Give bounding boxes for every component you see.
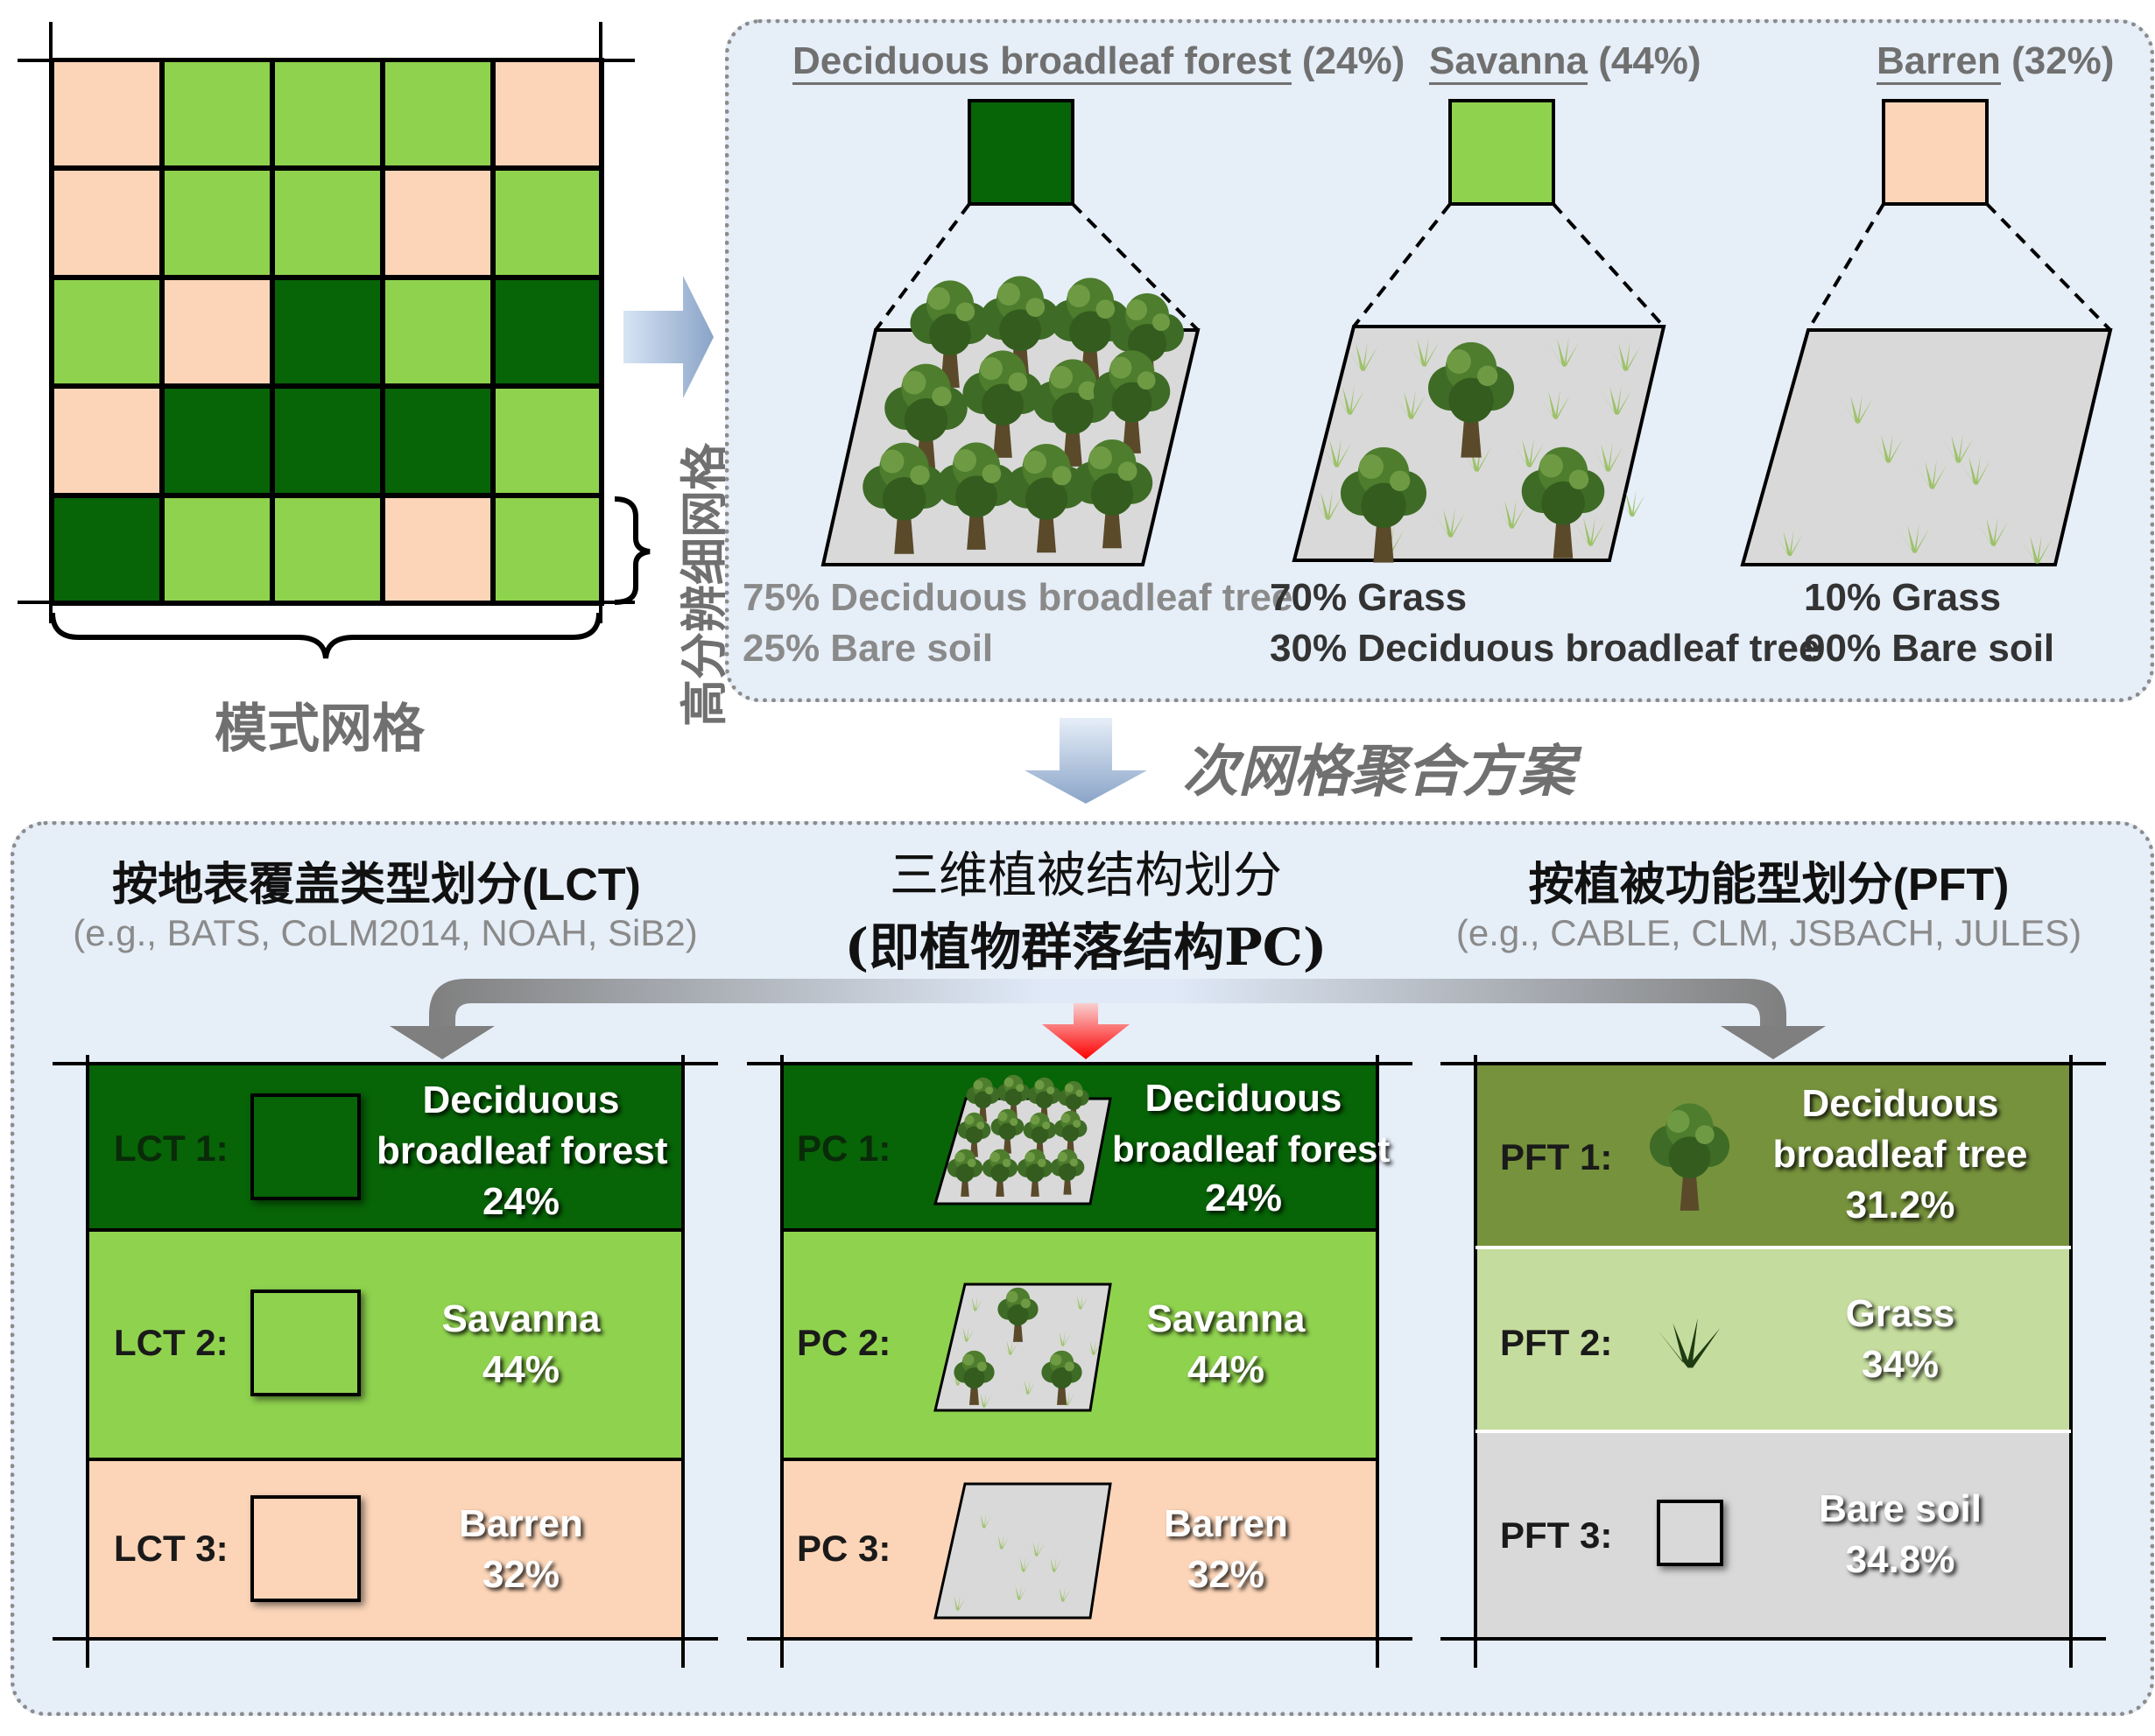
arrow-to-pc	[1042, 1003, 1130, 1059]
pc-title-line1: 三维植被结构划分	[890, 847, 1282, 904]
grid-cell-savanna	[161, 166, 273, 278]
grid-cell-forest	[161, 385, 273, 497]
model-grid-cells	[51, 58, 604, 606]
pc-1-name-line2: broadleaf forest	[1112, 1128, 1391, 1170]
pc-title-line2: (即植物群落结构PC)	[844, 917, 1328, 977]
pc-1-name-line1: Deciduous	[1144, 1077, 1342, 1120]
pft-examples: (e.g., CABLE, CLM, JSBACH, JULES)	[1455, 912, 2082, 953]
lct-3-name: Barren	[459, 1502, 583, 1545]
fine-type-1-line2: 25% Bare soil	[743, 627, 994, 670]
fine-type-3-pct: (32%)	[2000, 39, 2115, 82]
grid-cell-savanna	[161, 58, 273, 169]
fine-type-2-header: Savanna (44%)	[1429, 39, 1701, 85]
fine-type-1-pct: (24%)	[1291, 39, 1405, 82]
lct-1-name-line2: broadleaf forest	[377, 1129, 668, 1172]
savanna-swatch	[1448, 99, 1555, 206]
lct-3-pct: 32%	[482, 1553, 560, 1596]
pft-1-name-line2: broadleaf tree	[1772, 1133, 2028, 1176]
fine-type-3-header: Barren (32%)	[1877, 39, 2115, 85]
grid-cell-barren	[382, 166, 494, 278]
fine-type-3-line2: 90% Bare soil	[1804, 627, 2055, 670]
pc-2-pct: 44%	[1187, 1348, 1265, 1391]
model-grid-label: 模式网格	[215, 699, 425, 758]
pft-2-label: PFT 2:	[1500, 1322, 1613, 1363]
lct-1-label: LCT 1:	[114, 1128, 229, 1169]
pc-3-pct: 32%	[1187, 1553, 1265, 1596]
pc-2-label: PC 2:	[797, 1322, 891, 1363]
pc-2-name: Savanna	[1146, 1297, 1306, 1340]
lct-3-label: LCT 3:	[114, 1528, 229, 1569]
lct-1-swatch	[250, 1093, 361, 1200]
fine-type-2-line2: 30% Deciduous broadleaf tree	[1270, 627, 1820, 670]
pft-1-label: PFT 1:	[1500, 1136, 1613, 1177]
fine-type-2-line1: 70% Grass	[1270, 576, 1468, 619]
lct-2-swatch	[250, 1290, 361, 1396]
grid-cell-savanna	[492, 385, 604, 497]
barren-plot	[1740, 328, 2113, 566]
lct-2-name: Savanna	[441, 1297, 601, 1340]
pc-1-label: PC 1:	[797, 1128, 891, 1169]
pft-3-bare-soil-swatch	[1657, 1500, 1723, 1566]
pft-3-label: PFT 3:	[1500, 1515, 1613, 1556]
barren-swatch	[1882, 99, 1989, 206]
lct-2-label: LCT 2:	[114, 1322, 229, 1363]
lct-examples: (e.g., BATS, CoLM2014, NOAH, SiB2)	[73, 912, 698, 953]
pft-2-name: Grass	[1845, 1292, 1955, 1335]
pft-3-pct: 34.8%	[1845, 1538, 1955, 1581]
arrow-to-pft	[1721, 1026, 1826, 1059]
pft-1-name-line1: Deciduous	[1801, 1082, 1999, 1125]
pc-3-plot-icon	[933, 1482, 1112, 1620]
pc-3-label: PC 3:	[797, 1528, 891, 1569]
fine-type-3-line1: 10% Grass	[1804, 576, 2002, 619]
pc-3-name: Barren	[1164, 1502, 1288, 1545]
lct-1-name-line1: Deciduous	[422, 1079, 620, 1121]
lct-3-swatch	[250, 1495, 361, 1602]
pft-title: 按植被功能型划分(PFT)	[1528, 860, 2010, 910]
lct-title: 按地表覆盖类型划分(LCT)	[112, 860, 641, 910]
lct-2-pct: 44%	[482, 1348, 560, 1391]
fine-type-2-pct: (44%)	[1587, 39, 1701, 82]
pc-1-pct: 24%	[1204, 1177, 1283, 1219]
model-grid	[51, 58, 604, 606]
pft-1-pct: 31.2%	[1845, 1184, 1955, 1226]
forest-swatch	[968, 99, 1074, 206]
fine-type-1-line1: 75% Deciduous broadleaf tree	[743, 576, 1293, 619]
grid-cell-savanna	[271, 166, 384, 278]
fine-type-1-header: Deciduous broadleaf forest (24%)	[792, 39, 1405, 85]
grid-cell-barren	[161, 276, 273, 388]
fine-grid-brace	[614, 496, 651, 605]
fine-type-3-name: Barren	[1877, 39, 2001, 85]
arrow-to-lct	[390, 1026, 495, 1059]
scheme-title: 次网格聚合方案	[1182, 740, 1574, 803]
pft-3-name: Bare soil	[1819, 1487, 1982, 1530]
lct-1-pct: 24%	[482, 1180, 560, 1223]
grid-cell-savanna	[492, 495, 604, 606]
pft-2-pct: 34%	[1861, 1343, 1940, 1386]
fine-type-1-name: Deciduous broadleaf forest	[792, 39, 1292, 85]
model-grid-brace	[50, 612, 602, 659]
fine-type-2-name: Savanna	[1429, 39, 1588, 85]
